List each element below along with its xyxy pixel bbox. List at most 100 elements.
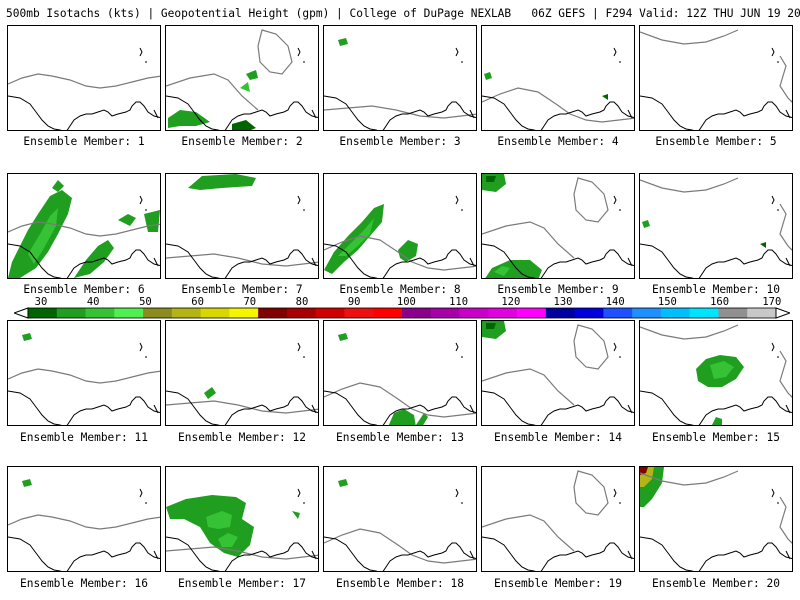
member-caption: Ensemble Member: 4 <box>497 135 619 148</box>
member-map-svg <box>166 488 318 571</box>
member-map-17 <box>165 466 319 572</box>
member-map-12 <box>165 320 319 426</box>
coastline <box>640 195 792 278</box>
colorbar-swatch <box>747 308 777 318</box>
colorbar-swatch <box>430 308 461 318</box>
colorbar-swatch <box>660 308 691 318</box>
colorbar-swatch <box>545 308 576 318</box>
height-contour <box>482 87 634 123</box>
coastline <box>324 488 476 571</box>
member-caption: Ensemble Member: 7 <box>181 283 303 296</box>
member-caption: Ensemble Member: 17 <box>178 577 306 590</box>
isotach-area <box>22 333 32 341</box>
member-map-5 <box>639 25 793 131</box>
isotach-area <box>712 417 722 425</box>
isotach-area <box>388 409 416 425</box>
member-caption: Ensemble Member: 3 <box>339 135 461 148</box>
isotach-area <box>494 266 510 276</box>
isotach-area <box>416 413 428 425</box>
isotach-area <box>292 511 300 519</box>
coastline <box>166 47 318 130</box>
coastline <box>324 47 476 130</box>
isotach-area <box>144 210 160 232</box>
isotach-area <box>760 242 766 248</box>
isotach-area <box>642 220 650 228</box>
member-map-2 <box>165 25 319 131</box>
member-map-svg <box>166 342 318 425</box>
height-contour <box>166 546 318 560</box>
colorbar-label: 40 <box>86 296 100 308</box>
height-contour <box>166 400 318 414</box>
member-map-svg <box>166 174 318 278</box>
coastline <box>166 195 318 278</box>
member-map-svg <box>640 324 792 425</box>
colorbar-right-arrow <box>775 307 790 319</box>
height-contour <box>482 470 609 552</box>
member-map-18 <box>323 466 477 572</box>
member-caption: Ensemble Member: 19 <box>494 577 622 590</box>
isotach-area <box>338 38 348 46</box>
member-map-4 <box>481 25 635 131</box>
colorbar-swatch <box>28 308 58 318</box>
isotach-area <box>232 120 256 130</box>
colorbar-label: 30 <box>34 296 48 308</box>
height-contour <box>8 221 160 237</box>
colorbar-label: 70 <box>243 296 257 308</box>
height-contour <box>482 177 609 259</box>
colorbar-left-arrow <box>14 307 29 319</box>
member-map-19 <box>481 466 635 572</box>
member-map-svg <box>640 177 792 278</box>
colorbar-swatch <box>200 308 230 318</box>
coastline <box>8 47 160 130</box>
member-map-8 <box>323 173 477 279</box>
colorbar-swatch <box>286 308 317 318</box>
height-contour <box>8 514 160 530</box>
isotach-area <box>710 361 734 379</box>
member-caption: Ensemble Member: 15 <box>652 431 780 444</box>
colorbar-label: 140 <box>605 296 625 308</box>
height-contour <box>640 177 792 251</box>
isotach-area <box>188 174 256 190</box>
colorbar-frame <box>27 307 777 319</box>
colorbar-swatch <box>114 308 144 318</box>
height-contour <box>324 382 476 418</box>
height-contour <box>324 235 476 271</box>
member-caption: Ensemble Member: 8 <box>339 283 461 296</box>
member-map-3 <box>323 25 477 131</box>
isotach-area <box>28 208 58 264</box>
member-map-15 <box>639 320 793 426</box>
colorbar-label: 50 <box>139 296 152 308</box>
member-map-svg <box>640 29 792 130</box>
member-map-svg <box>482 174 634 278</box>
isotach-area <box>338 479 348 487</box>
coastline <box>8 488 160 571</box>
member-caption: Ensemble Member: 12 <box>178 431 306 444</box>
colorbar-swatch <box>517 308 547 318</box>
isotach-area <box>486 323 496 329</box>
member-caption: Ensemble Member: 14 <box>494 431 622 444</box>
member-map-svg <box>8 479 160 571</box>
colorbar-swatch <box>603 308 633 318</box>
isotach-area <box>602 94 608 100</box>
member-map-11 <box>7 320 161 426</box>
height-contour <box>8 73 160 89</box>
height-contour <box>482 324 609 406</box>
colorbar-label: 90 <box>347 296 361 308</box>
member-map-1 <box>7 25 161 131</box>
member-caption: Ensemble Member: 2 <box>181 135 303 148</box>
member-map-svg <box>8 180 160 278</box>
member-map-svg <box>324 333 476 425</box>
member-caption: Ensemble Member: 9 <box>497 283 619 296</box>
isotach-area <box>486 176 496 182</box>
member-caption: Ensemble Member: 11 <box>20 431 148 444</box>
isotach-area <box>52 180 64 192</box>
member-map-14 <box>481 320 635 426</box>
coastline <box>166 488 318 571</box>
member-map-20 <box>639 466 793 572</box>
colorbar-label: 100 <box>396 296 416 308</box>
colorbar-swatch <box>373 308 403 318</box>
member-map-svg <box>324 38 476 130</box>
isotach-area <box>484 72 492 80</box>
colorbar-swatch <box>56 308 87 318</box>
colorbar-swatch <box>689 308 719 318</box>
